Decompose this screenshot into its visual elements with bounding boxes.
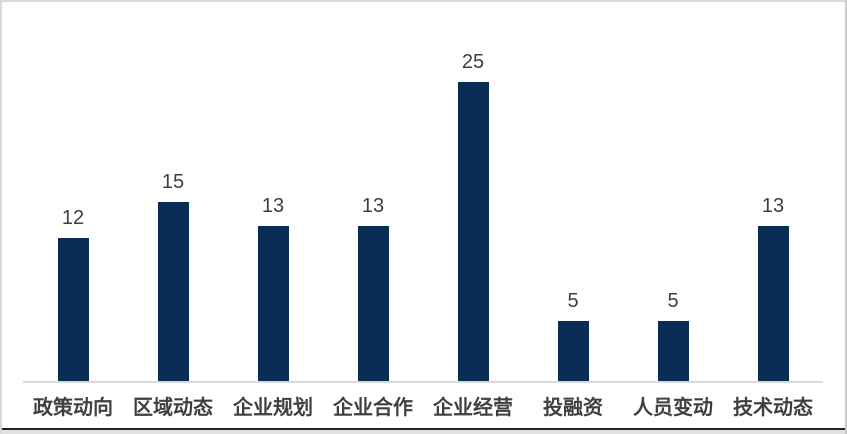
bar-value-label: 13 — [361, 195, 385, 217]
category-label: 企业合作 — [333, 397, 413, 419]
plot-area: 12 15 13 13 25 5 5 13 — [23, 2, 823, 381]
bar — [57, 238, 89, 381]
category-axis-labels: 政策动向 区域动态 企业规划 企业合作 企业经营 投融资 人员变动 技术动态 — [23, 391, 823, 420]
bar — [457, 82, 489, 381]
bar-value-label: 5 — [567, 290, 579, 312]
bar-value-label: 25 — [461, 51, 485, 73]
bar — [657, 321, 689, 381]
bar — [157, 202, 189, 381]
bar-group: 25 — [423, 2, 523, 381]
bar-group: 15 — [123, 2, 223, 381]
category-label: 企业经营 — [433, 397, 513, 419]
bar-value-label: 12 — [61, 207, 85, 229]
bar — [357, 226, 389, 381]
category-label: 技术动态 — [733, 397, 813, 419]
x-axis-line — [23, 381, 823, 383]
bar-group: 13 — [723, 2, 823, 381]
bar-value-label: 15 — [161, 171, 185, 193]
bottom-frame-strip — [2, 430, 845, 434]
bar-group: 5 — [523, 2, 623, 381]
category-label: 政策动向 — [33, 397, 113, 419]
bar — [257, 226, 289, 381]
bar-value-label: 5 — [667, 290, 679, 312]
category-label: 投融资 — [543, 397, 603, 419]
bar-value-label: 13 — [261, 195, 285, 217]
bar-group: 13 — [323, 2, 423, 381]
bar — [557, 321, 589, 381]
bar-group: 12 — [23, 2, 123, 381]
category-label: 人员变动 — [633, 397, 713, 419]
bar-group: 5 — [623, 2, 723, 381]
category-label: 区域动态 — [133, 397, 213, 419]
bottom-frame-line — [2, 428, 845, 430]
bar — [757, 226, 789, 381]
bar-group: 13 — [223, 2, 323, 381]
bar-value-label: 13 — [761, 195, 785, 217]
category-label: 企业规划 — [233, 397, 313, 419]
